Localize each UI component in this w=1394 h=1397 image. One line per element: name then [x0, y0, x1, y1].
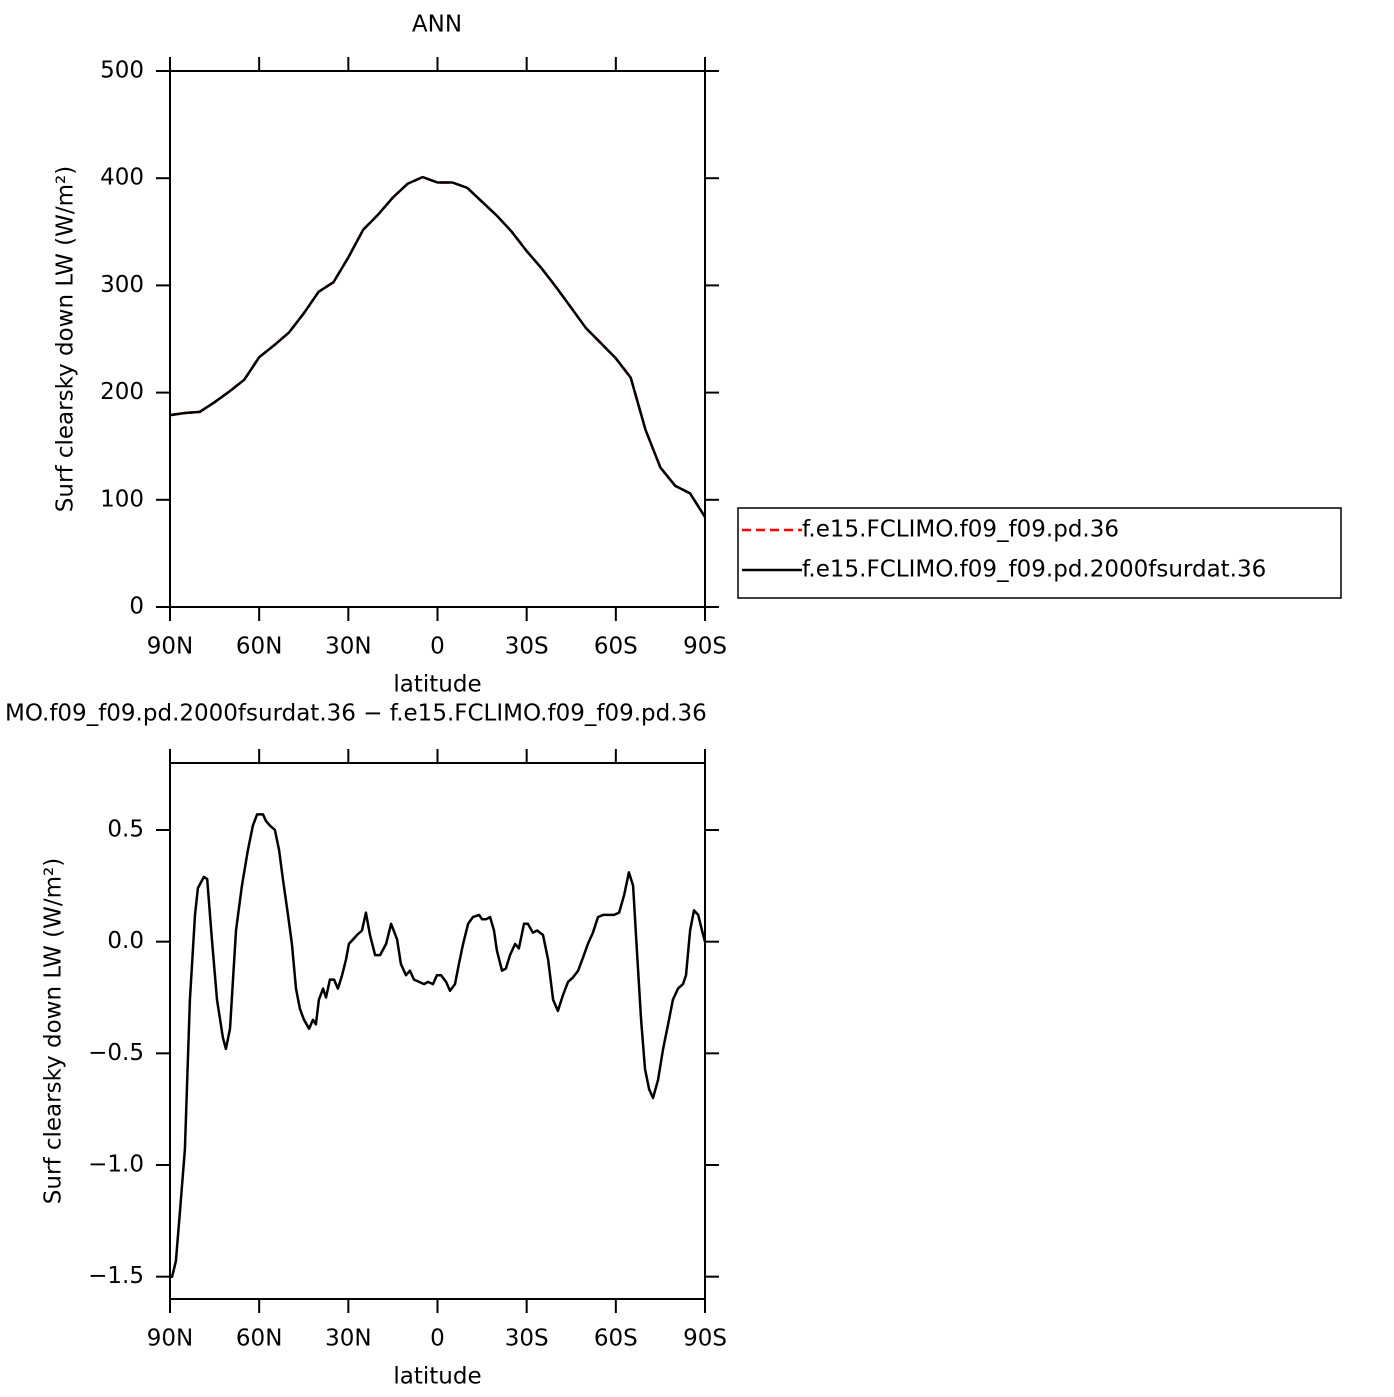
y-tick-label: −1.0: [88, 1152, 144, 1178]
y-tick-label: 0.5: [107, 817, 144, 843]
plot-frame: [169, 762, 706, 1300]
y-axis-label: Surf clearsky down LW (W/m²): [41, 858, 67, 1204]
y-tick-label: 0.0: [107, 928, 144, 954]
x-tick-label: 90N: [147, 634, 193, 660]
plot-frame: [169, 70, 706, 608]
data-line: [170, 813, 707, 1278]
y-tick-label: 100: [100, 486, 144, 512]
x-tick-label: 90S: [683, 634, 727, 660]
x-tick-label: 30N: [325, 634, 371, 660]
y-axis-label: Surf clearsky down LW (W/m²): [53, 166, 79, 512]
x-tick-label: 0: [430, 1326, 445, 1352]
y-tick-label: −1.5: [88, 1263, 144, 1289]
x-tick-label: 60S: [594, 634, 638, 660]
legend-box: [737, 507, 1342, 599]
data-line: [169, 175, 707, 518]
x-tick-label: 60N: [236, 634, 282, 660]
x-axis-label: latitude: [393, 1364, 481, 1390]
chart-title: ANN: [412, 12, 462, 38]
y-tick-label: 400: [100, 165, 144, 191]
x-axis-label: latitude: [393, 672, 481, 698]
y-tick-label: 300: [100, 272, 144, 298]
chart-title: MO.f09_f09.pd.2000fsurdat.36 − f.e15.FCL…: [5, 701, 707, 727]
x-tick-label: 30S: [505, 634, 549, 660]
y-tick-label: 0: [129, 594, 144, 620]
x-tick-label: 90S: [683, 1326, 727, 1352]
x-tick-label: 90N: [147, 1326, 193, 1352]
x-tick-label: 60N: [236, 1326, 282, 1352]
y-tick-label: 500: [100, 58, 144, 84]
y-tick-label: −0.5: [88, 1040, 144, 1066]
data-line: [169, 175, 707, 518]
x-tick-label: 30N: [325, 1326, 371, 1352]
x-tick-label: 0: [430, 634, 445, 660]
x-tick-label: 30S: [505, 1326, 549, 1352]
x-tick-label: 60S: [594, 1326, 638, 1352]
legend-label: f.e15.FCLIMO.f09_f09.pd.2000fsurdat.36: [802, 557, 1266, 583]
legend-label: f.e15.FCLIMO.f09_f09.pd.36: [802, 517, 1119, 543]
y-tick-label: 200: [100, 379, 144, 405]
